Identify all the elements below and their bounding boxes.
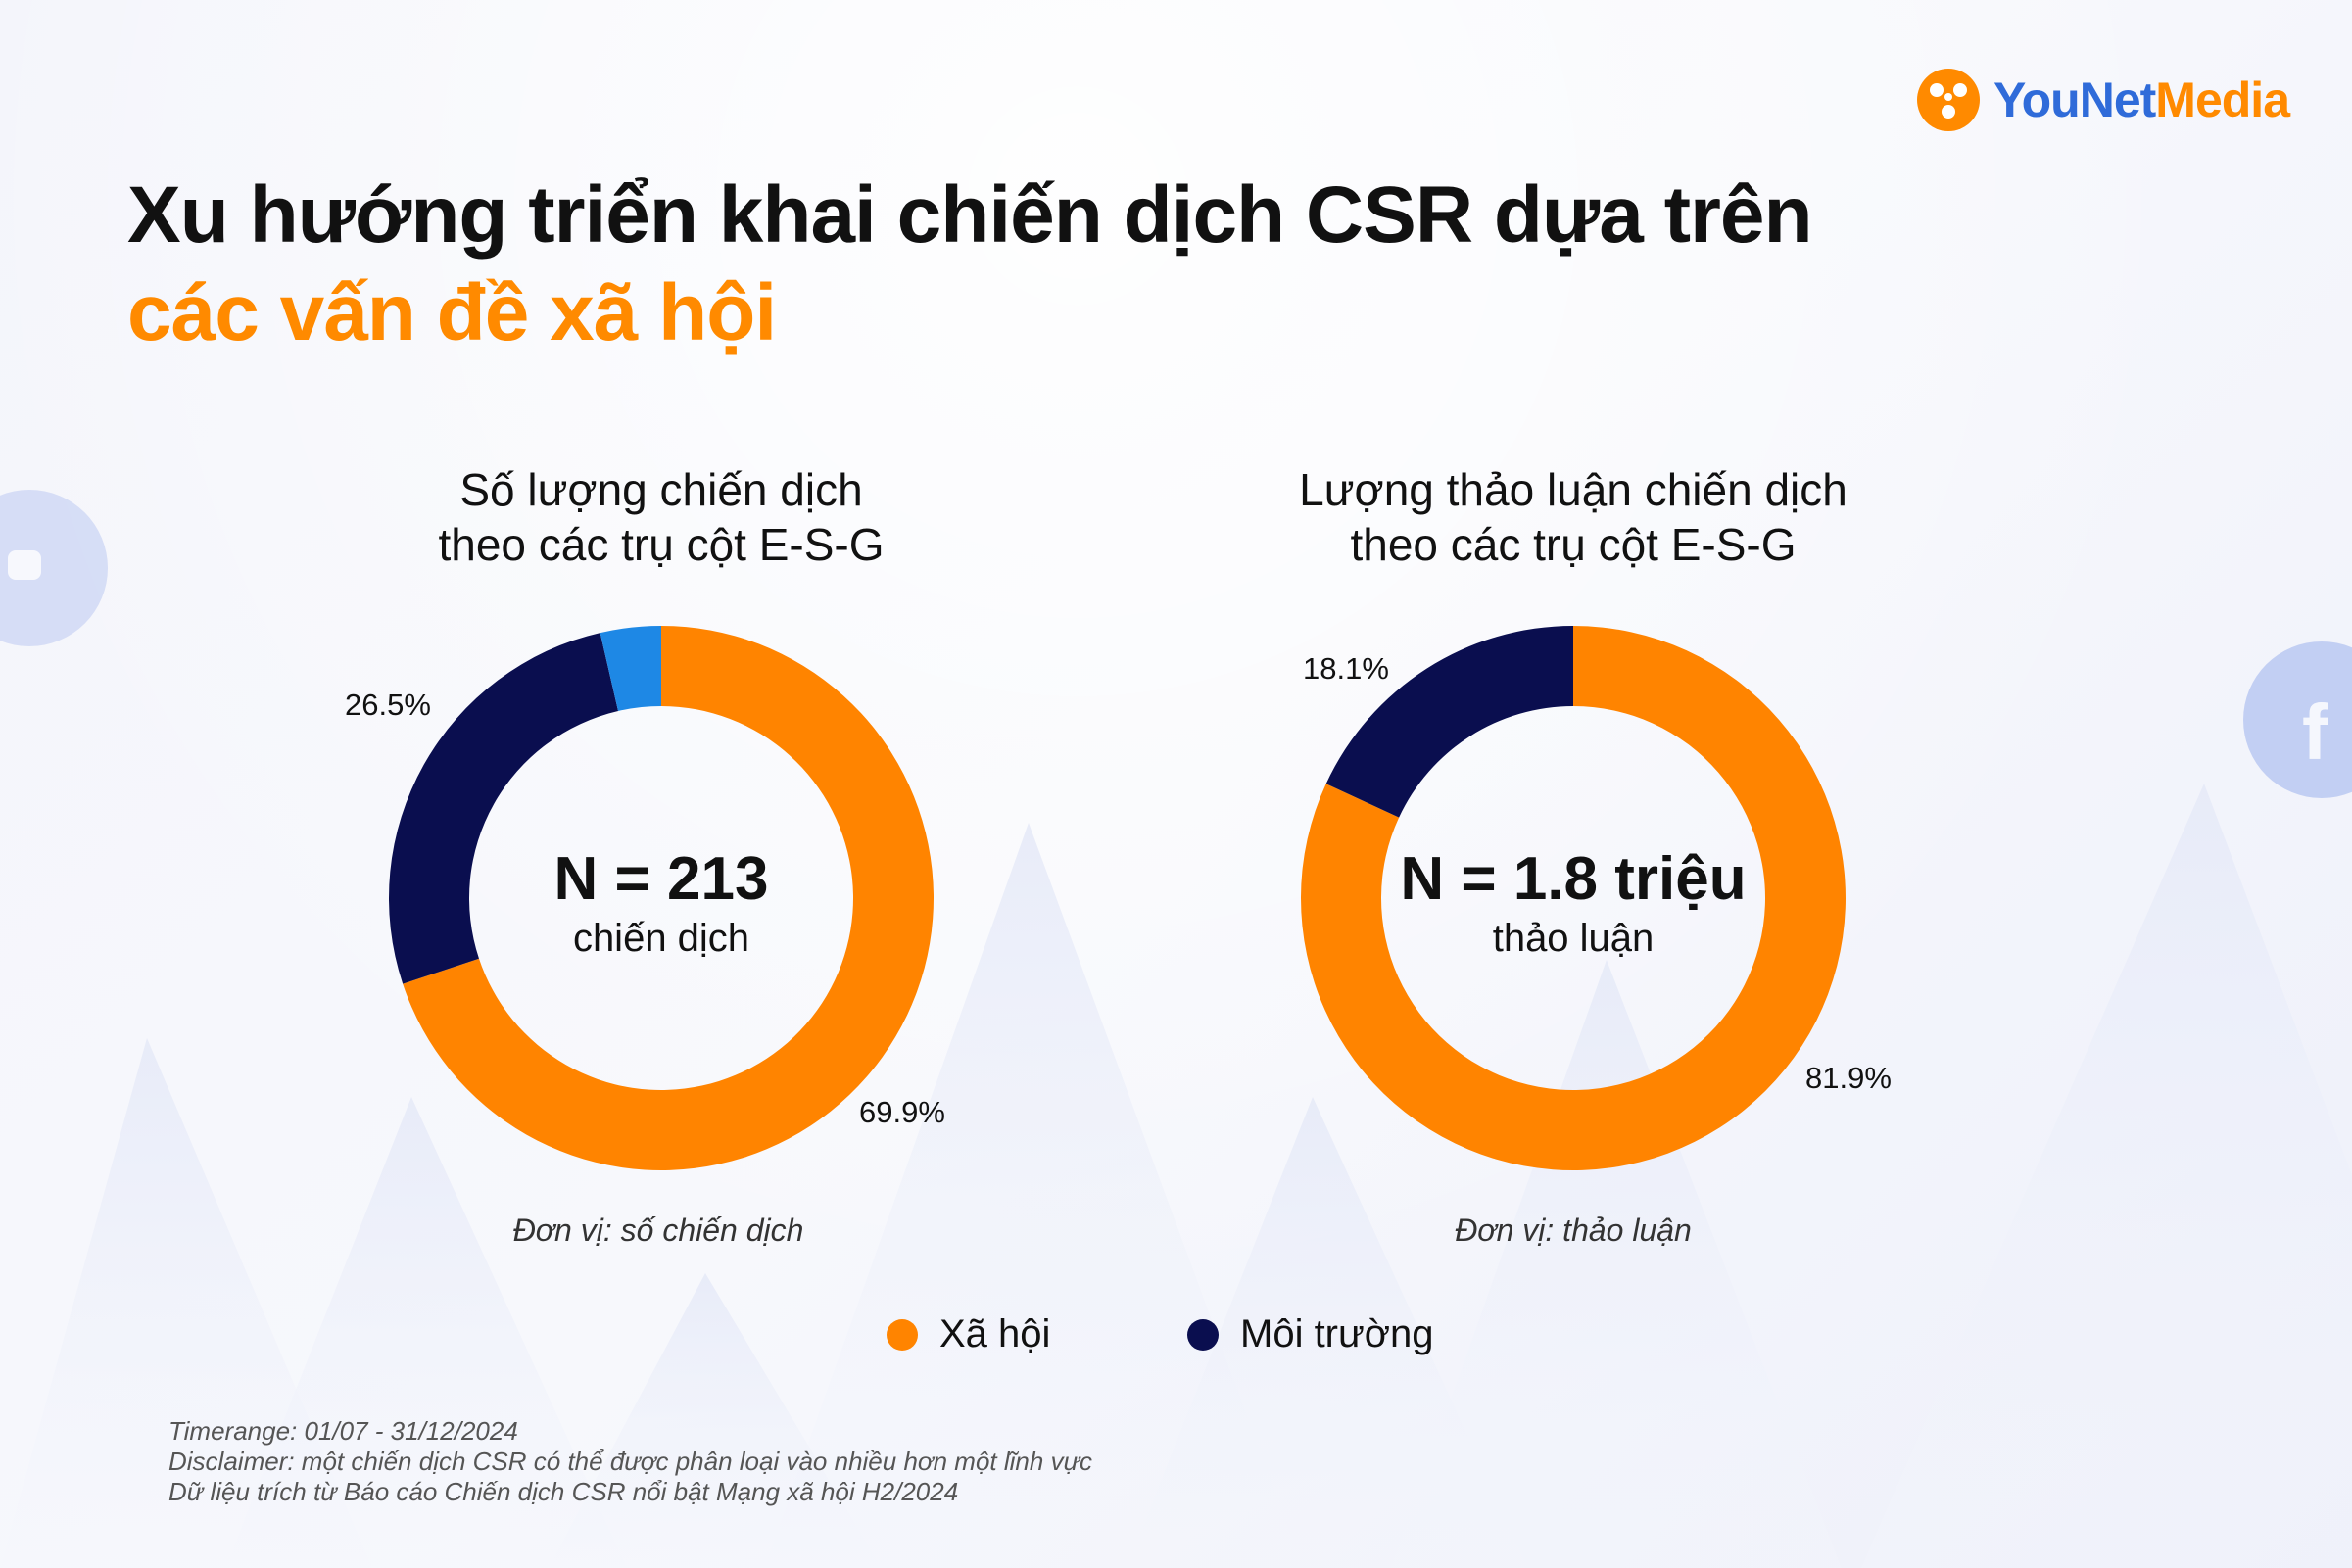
svg-text:f: f xyxy=(2302,689,2328,776)
chart1-center-value: N = 213 xyxy=(553,845,769,913)
chart2-title-line2: theo các trụ cột E-S-G xyxy=(1350,519,1797,570)
chart2-slice-environment xyxy=(1325,626,1573,818)
brand-name: YouNetMedia xyxy=(1993,71,2290,128)
footnote-timerange: Timerange: 01/07 - 31/12/2024 xyxy=(168,1416,518,1446)
chart2-slice-social xyxy=(1301,626,1846,1170)
chart1-label-social: 69.9% xyxy=(859,1095,945,1129)
chart2-donut xyxy=(1301,626,1846,1170)
chart2-center-value: N = 1.8 triệu xyxy=(1400,845,1747,913)
chart1-title-line2: theo các trụ cột E-S-G xyxy=(438,519,885,570)
brand-name-part2: Media xyxy=(2155,72,2290,127)
brand-name-part1: YouNet xyxy=(1993,72,2156,127)
page-title: Xu hướng triển khai chiến dịch CSR dựa t… xyxy=(127,166,1813,362)
facebook-bubble-icon xyxy=(2243,641,2352,798)
chart2-label-social: 81.9% xyxy=(1805,1061,1892,1095)
chart-legend: Xã hội Môi trường xyxy=(0,1312,2352,1371)
younet-logo-icon xyxy=(1917,69,1980,131)
chart2-center-label: N = 1.8 triệu thảo luận xyxy=(1279,844,1867,962)
chart1-slice-governance xyxy=(600,626,661,711)
legend-item-social: Xã hội xyxy=(887,1312,1050,1356)
chart1-title: Số lượng chiến dịch theo các trụ cột E-S… xyxy=(289,462,1033,572)
chart1-title-line1: Số lượng chiến dịch xyxy=(459,464,863,515)
chart2-title-line1: Lượng thảo luận chiến dịch xyxy=(1299,464,1848,515)
chart1-slice-environment xyxy=(389,633,619,984)
chart1-center-label: N = 213 chiến dịch xyxy=(367,844,955,962)
chart2-label-environment: 18.1% xyxy=(1303,651,1389,686)
legend-swatch-social xyxy=(887,1318,918,1351)
legend-label-social: Xã hội xyxy=(939,1312,1051,1355)
chart2-unit-note: Đơn vị: thảo luận xyxy=(1455,1212,1692,1248)
chart1-label-environment: 26.5% xyxy=(345,688,431,722)
legend-swatch-environment xyxy=(1187,1318,1219,1351)
page-title-line1: Xu hướng triển khai chiến dịch CSR dựa t… xyxy=(127,170,1813,260)
chart2-center-unit: thảo luận xyxy=(1492,917,1655,960)
chart1-slice-social xyxy=(403,626,935,1170)
chart1-donut xyxy=(389,626,935,1170)
brand-logo: YouNetMedia xyxy=(1915,61,2290,139)
chart1-center-unit: chiến dịch xyxy=(572,917,750,960)
chart2-title: Lượng thảo luận chiến dịch theo các trụ … xyxy=(1201,462,1945,572)
legend-item-environment: Môi trường xyxy=(1187,1312,1434,1356)
chart1-unit-note: Đơn vị: số chiến dịch xyxy=(512,1212,804,1248)
youtube-bubble-icon xyxy=(0,490,108,646)
legend-label-environment: Môi trường xyxy=(1240,1312,1434,1355)
footnote-source: Dữ liệu trích từ Báo cáo Chiến dịch CSR … xyxy=(168,1477,959,1506)
footnote-disclaimer: Disclaimer: một chiến dịch CSR có thể đư… xyxy=(168,1447,1093,1476)
page-title-line2: các vấn đề xã hội xyxy=(127,268,777,357)
footnotes: Timerange: 01/07 - 31/12/2024 Disclaimer… xyxy=(168,1416,1092,1507)
